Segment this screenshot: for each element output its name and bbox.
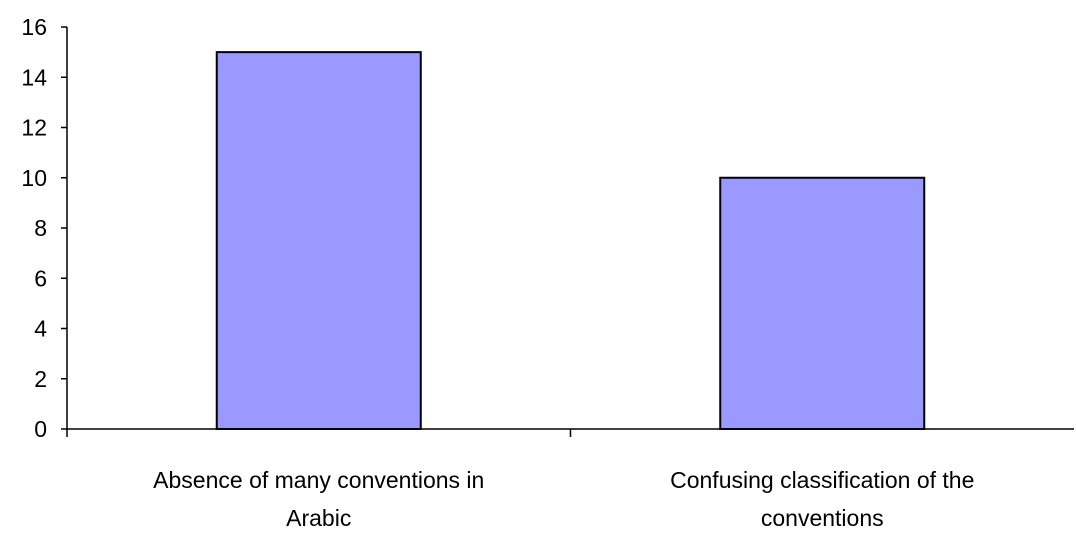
bar [215, 51, 422, 430]
x-tick-label-line: Confusing classification of the [670, 467, 974, 493]
bars [215, 51, 926, 430]
x-tick-label-line: Absence of many conventions in [153, 467, 484, 493]
x-tick-label-line: conventions [761, 505, 884, 531]
x-tick-label-line: Arabic [286, 505, 351, 531]
y-tick-label: 2 [34, 366, 47, 392]
y-tick-label: 6 [34, 265, 47, 291]
x-axis [66, 428, 1074, 437]
y-tick-label: 14 [21, 64, 47, 90]
y-tick-label: 8 [34, 215, 47, 241]
x-tick-label: Absence of many conventions in Arabic [153, 467, 484, 531]
y-tick-label: 0 [34, 416, 47, 442]
y-tick-label: 10 [21, 165, 47, 191]
y-tick-label: 16 [21, 14, 47, 40]
y-tick-label: 12 [21, 115, 47, 141]
y-tick-label: 4 [34, 316, 47, 342]
bar [719, 176, 926, 430]
y-axis: 0 2 4 6 8 10 12 14 16 [21, 14, 68, 442]
x-tick-label: Confusing classification of the conventio… [670, 467, 974, 531]
x-tick-labels: Absence of many conventions in Arabic Conf… [153, 467, 974, 531]
